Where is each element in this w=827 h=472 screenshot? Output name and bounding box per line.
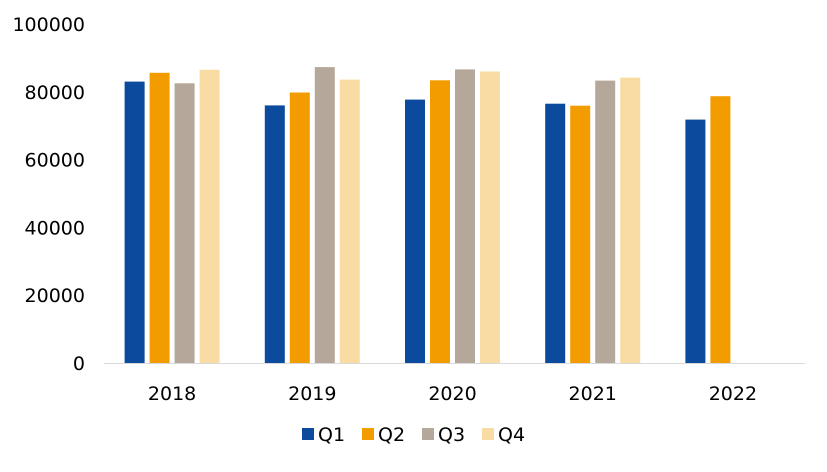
bar-2018-q3	[174, 83, 195, 364]
x-tick-label: 2019	[288, 383, 336, 405]
legend: Q1 Q2 Q3 Q4	[302, 424, 525, 446]
y-tick-label: 0	[73, 353, 85, 375]
bar-2020-q4	[480, 71, 500, 363]
bar-2021-q2	[570, 105, 591, 363]
legend-swatch-q4	[482, 428, 494, 440]
bar-2020-q1	[405, 99, 425, 363]
bar-2021-q1	[545, 103, 566, 363]
y-tick-label: 60000	[25, 150, 85, 172]
y-tick-label: 40000	[25, 217, 85, 239]
bar-2018-q1	[124, 81, 145, 363]
bar-2019-q3	[314, 67, 335, 363]
bar-2022-q2	[710, 96, 731, 363]
bar-2021-q4	[620, 77, 641, 363]
bars	[124, 67, 731, 364]
y-axis: 0 20000 40000 60000 80000 100000	[12, 14, 85, 375]
bar-2020-q2	[430, 80, 450, 364]
legend-swatch-q3	[422, 428, 434, 440]
x-tick-label: 2018	[148, 383, 196, 405]
legend-label-q1: Q1	[318, 424, 345, 446]
x-tick-label: 2020	[428, 383, 476, 405]
y-tick-label: 80000	[25, 82, 85, 104]
legend-label-q3: Q3	[438, 424, 465, 446]
legend-label-q2: Q2	[378, 424, 405, 446]
x-axis: 2018 2019 2020 2021 2022	[148, 383, 757, 405]
legend-label-q4: Q4	[498, 424, 525, 446]
x-tick-label: 2021	[569, 383, 617, 405]
bar-2018-q4	[199, 69, 220, 364]
bar-2018-q2	[149, 72, 170, 364]
bar-2019-q2	[289, 92, 310, 363]
y-tick-label: 20000	[25, 285, 85, 307]
y-tick-label: 100000	[12, 14, 85, 36]
legend-swatch-q1	[302, 428, 314, 440]
bar-2021-q3	[595, 80, 616, 363]
bar-2020-q3	[455, 69, 475, 364]
x-tick-label: 2022	[709, 383, 757, 405]
legend-swatch-q2	[362, 428, 374, 440]
bar-2022-q1	[685, 119, 706, 363]
bar-2019-q4	[339, 79, 360, 363]
bar-2019-q1	[264, 105, 285, 364]
